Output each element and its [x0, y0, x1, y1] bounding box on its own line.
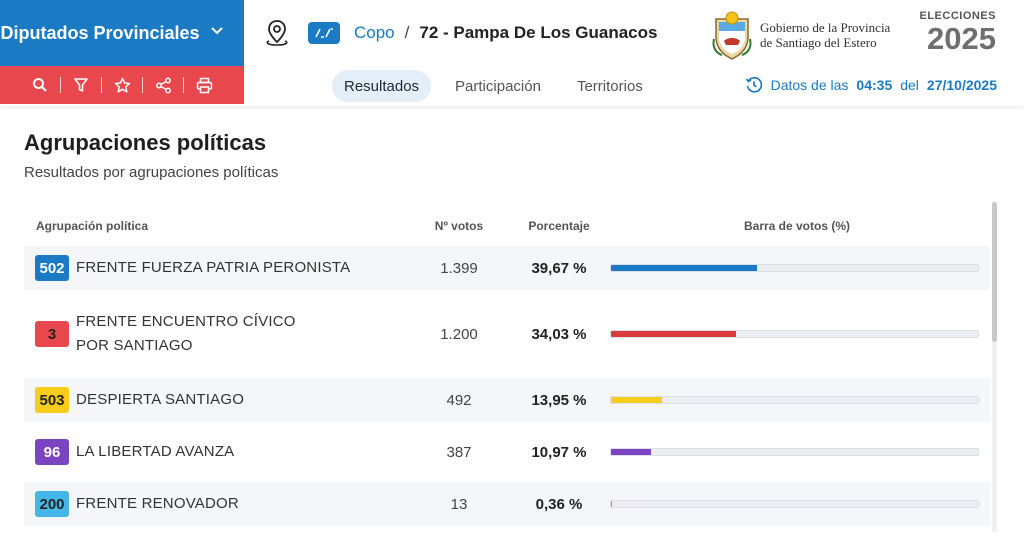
- vote-bar: [604, 264, 990, 272]
- top-bar: Diputados Provinciales Copo / 72 - Pampa…: [0, 0, 1024, 106]
- office-title: Diputados Provinciales: [0, 23, 200, 43]
- party-cell: 502 FRENTE FUERZA PATRIA PERONISTA: [24, 255, 404, 281]
- party-percentage: 0,36 %: [535, 495, 583, 513]
- table-row: 503 DESPIERTA SANTIAGO 492 13,95 %: [24, 378, 990, 422]
- toolbar: [0, 66, 244, 104]
- party-cell: 96 LA LIBERTAD AVANZA: [24, 439, 404, 465]
- results-section: Agrupaciones políticas Resultados por ag…: [24, 130, 1004, 181]
- star-icon[interactable]: [111, 74, 133, 96]
- office-selector[interactable]: Diputados Provinciales: [0, 0, 244, 66]
- search-icon[interactable]: [29, 74, 51, 96]
- party-number-badge: 3: [35, 321, 69, 347]
- party-votes: 13: [450, 495, 468, 513]
- breadcrumb: Copo / 72 - Pampa De Los Guanacos: [264, 16, 657, 50]
- header-percentage: Porcentaje: [528, 219, 590, 233]
- data-timestamp: Datos de las 04:35 del 27/10/2025: [745, 76, 997, 94]
- share-icon[interactable]: [152, 74, 174, 96]
- toolbar-divider: [142, 77, 143, 93]
- scrollbar-thumb[interactable]: [992, 202, 997, 342]
- table-row: 96 LA LIBERTAD AVANZA 387 10,97 %: [24, 430, 990, 474]
- vote-bar-fill: [611, 331, 736, 337]
- party-name: FRENTE ENCUENTRO CÍVICO POR SANTIAGO: [76, 313, 296, 354]
- party-votes: 492: [446, 391, 472, 409]
- party-name: FRENTE RENOVADOR: [76, 495, 239, 512]
- timestamp-date: 27/10/2025: [926, 77, 997, 93]
- vote-bar: [604, 396, 990, 404]
- party-percentage: 10,97 %: [531, 443, 587, 461]
- timestamp-prefix: Datos de las: [770, 77, 849, 93]
- party-cell: 3 FRENTE ENCUENTRO CÍVICO POR SANTIAGO: [24, 310, 404, 358]
- party-number-badge: 502: [35, 255, 69, 281]
- breadcrumb-separator: /: [404, 23, 410, 42]
- filter-icon[interactable]: [70, 74, 92, 96]
- party-votes: 387: [446, 443, 472, 461]
- vote-bar: [604, 448, 990, 456]
- vote-bar-fill: [611, 265, 757, 271]
- breadcrumb-department[interactable]: Copo: [354, 23, 395, 42]
- header-vote-bar: Barra de votos (%): [743, 219, 851, 233]
- print-icon[interactable]: [193, 74, 215, 96]
- timestamp-time: 04:35: [856, 77, 893, 93]
- tabs: Resultados Participación Territorios: [332, 70, 655, 102]
- tab-resultados[interactable]: Resultados: [332, 70, 432, 102]
- party-number-badge: 200: [35, 491, 69, 517]
- table-row: 3 FRENTE ENCUENTRO CÍVICO POR SANTIAGO 1…: [24, 298, 990, 370]
- vote-bar-fill: [611, 397, 663, 403]
- party-number-badge: 96: [35, 439, 69, 465]
- timestamp-mid: del: [900, 77, 919, 93]
- elections-year: 2025: [927, 21, 996, 56]
- tab-territorios[interactable]: Territorios: [576, 77, 643, 95]
- section-title: Agrupaciones políticas: [24, 130, 267, 155]
- province-seal-icon: [712, 11, 752, 60]
- elections-label: ELECCIONES: [919, 10, 996, 22]
- government-logo: Gobierno de la Provincia de Santiago del…: [710, 8, 890, 62]
- section-subtitle: Resultados por agrupaciones políticas: [24, 164, 279, 181]
- header-party: Agrupación política: [36, 219, 149, 233]
- results-table: Agrupación política Nº votos Porcentaje …: [24, 206, 990, 534]
- party-name: DESPIERTA SANTIAGO: [76, 391, 245, 408]
- location-pin-icon: [266, 20, 288, 46]
- party-percentage: 39,67 %: [531, 259, 587, 277]
- toolbar-divider: [183, 77, 184, 93]
- government-name-line-1: Gobierno de la Provincia: [760, 20, 891, 35]
- toolbar-divider: [101, 77, 102, 93]
- breadcrumb-circuit: 72 - Pampa De Los Guanacos: [419, 23, 658, 42]
- table-header: Agrupación política Nº votos Porcentaje …: [24, 206, 990, 246]
- vote-bar-fill: [611, 449, 652, 455]
- header-votes: Nº votos: [434, 219, 484, 233]
- vote-bar: [604, 330, 990, 338]
- chevron-down-icon: [211, 27, 223, 35]
- map-icon[interactable]: [308, 22, 340, 44]
- toolbar-divider: [60, 77, 61, 93]
- scrollbar-track[interactable]: [992, 202, 997, 532]
- elections-badge: ELECCIONES 2025: [919, 10, 996, 56]
- government-name-line-2: de Santiago del Estero: [760, 35, 877, 50]
- party-cell: 503 DESPIERTA SANTIAGO: [24, 387, 404, 413]
- vote-bar-fill: [611, 501, 613, 507]
- table-row: 200 FRENTE RENOVADOR 13 0,36 %: [24, 482, 990, 526]
- party-percentage: 34,03 %: [531, 325, 587, 343]
- party-votes: 1.200: [440, 325, 478, 343]
- party-name: LA LIBERTAD AVANZA: [76, 443, 235, 460]
- refresh-clock-icon[interactable]: [745, 76, 763, 94]
- party-name: FRENTE FUERZA PATRIA PERONISTA: [76, 259, 351, 276]
- party-number-badge: 503: [35, 387, 69, 413]
- government-name: Gobierno de la Provincia de Santiago del…: [760, 20, 890, 50]
- vote-bar: [604, 500, 990, 508]
- party-votes: 1.399: [440, 259, 478, 277]
- party-percentage: 13,95 %: [531, 391, 587, 409]
- table-row: 502 FRENTE FUERZA PATRIA PERONISTA 1.399…: [24, 246, 990, 290]
- party-cell: 200 FRENTE RENOVADOR: [24, 491, 404, 517]
- tab-participacion[interactable]: Participación: [455, 77, 541, 95]
